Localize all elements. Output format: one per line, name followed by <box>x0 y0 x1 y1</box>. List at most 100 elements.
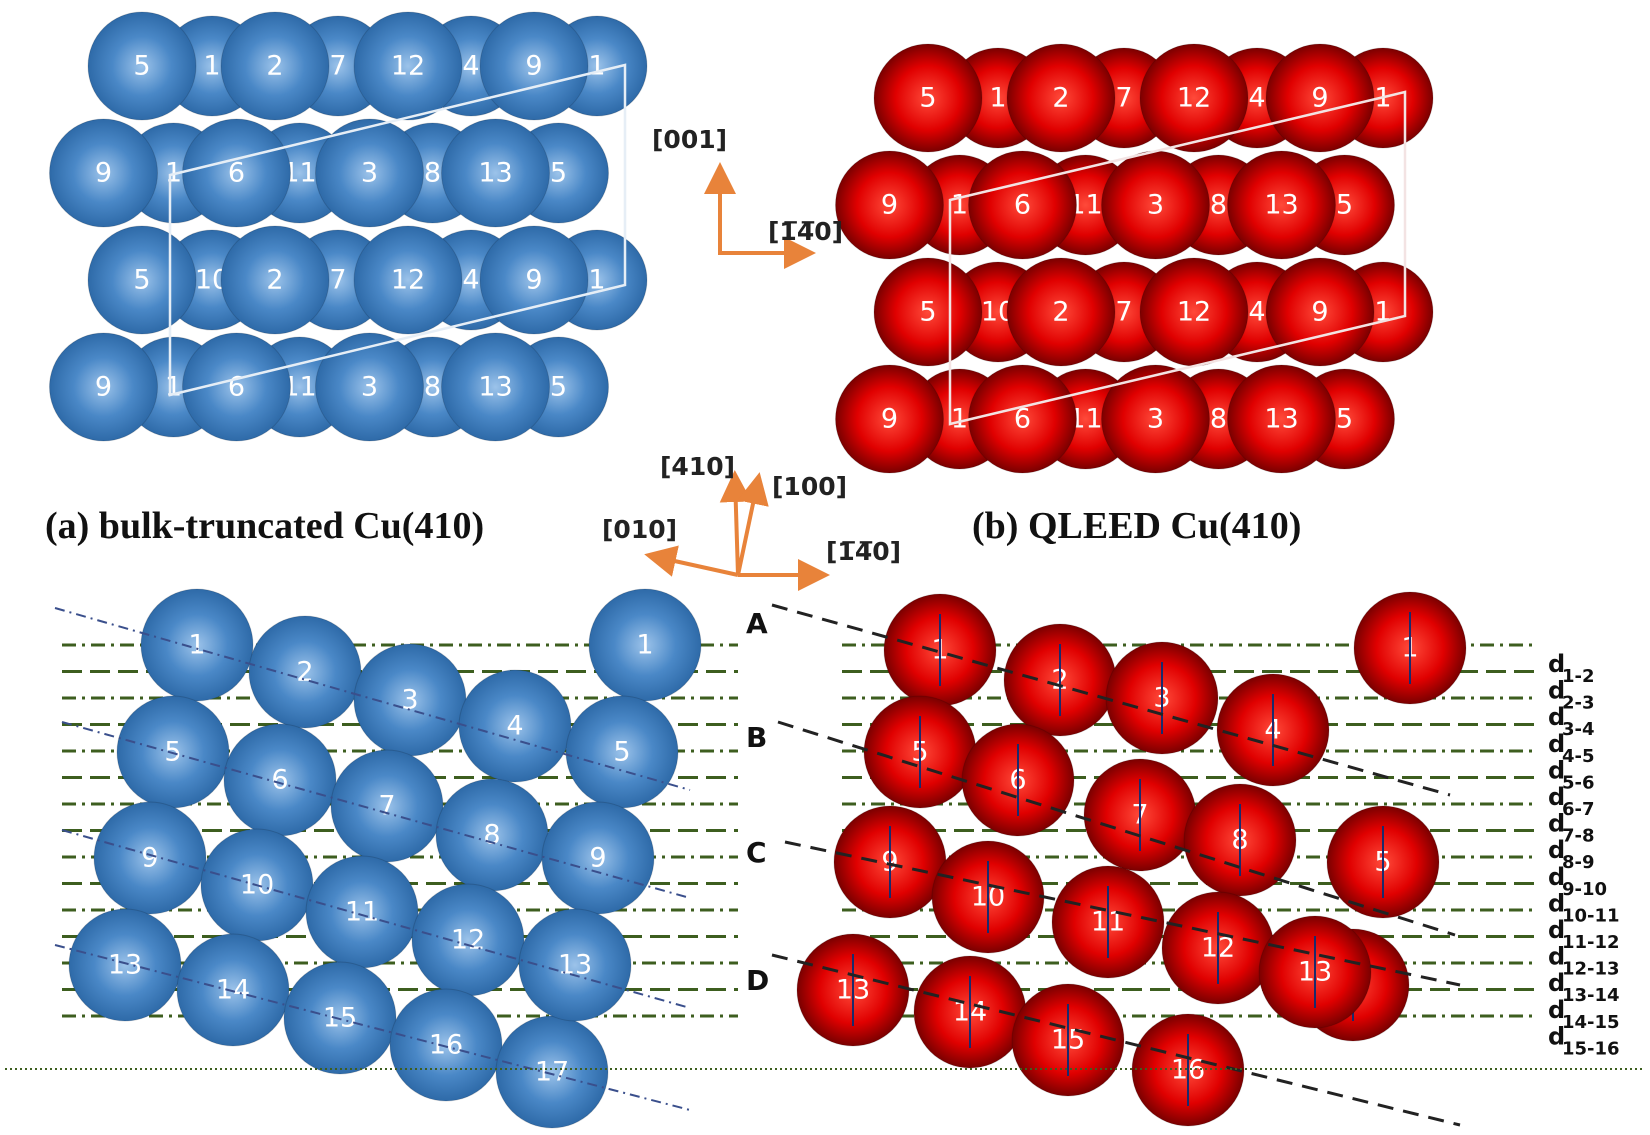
bulk-side-atom-9: 9 <box>93 801 207 915</box>
atom-number: 5 <box>133 265 150 296</box>
spacing-label-sub: 10-11 <box>1562 905 1620 926</box>
bulk-side-atom-1: 1 <box>140 588 254 702</box>
bulk-step-line <box>61 829 691 1009</box>
top-atom-6: 6 <box>968 150 1077 260</box>
spacing-label: d <box>1548 677 1565 705</box>
top-atom-9: 9 <box>49 118 158 228</box>
atom-sphere <box>1006 43 1116 153</box>
qleed-unit-cell <box>948 90 1407 426</box>
atom-number: 9 <box>141 843 158 874</box>
atom-number: 2 <box>266 265 283 296</box>
bulk-side-atom-17: 17 <box>495 1015 609 1129</box>
spacing-label: d <box>1548 943 1565 971</box>
bulk-side-atom-5: 5 <box>565 695 679 809</box>
row-label-d: D <box>746 964 769 997</box>
atom-sphere <box>220 225 330 335</box>
atom-sphere <box>182 332 291 442</box>
atom-number: 5 <box>613 737 630 768</box>
spacing-label: d <box>1548 969 1565 997</box>
atom-number: 9 <box>1311 297 1328 328</box>
spacing-label: d <box>1548 1022 1565 1050</box>
spacing-label: d <box>1548 863 1565 891</box>
top-atom-5: 5 <box>87 11 197 121</box>
bulk-side-atom-13: 13 <box>68 908 182 1022</box>
top-atom-6: 6 <box>182 332 291 442</box>
top-atom-9: 9 <box>835 364 944 474</box>
atom-number: 5 <box>550 158 567 189</box>
top-axes: [001] [1̅4̅0] <box>652 125 843 269</box>
atom-number: 5 <box>1336 404 1353 435</box>
interlayer-spacing-labels: d1-2d2-3d3-4d4-5d5-6d6-7d7-8d8-9d9-10d10… <box>1548 650 1620 1059</box>
atom-number: 1 <box>588 265 605 296</box>
atom-number: 5 <box>1336 190 1353 221</box>
top-atom-12: 12 <box>1139 257 1249 367</box>
atom-number: 8 <box>1210 190 1227 221</box>
bulk-side-atom-11: 11 <box>305 855 419 969</box>
atom-number: 2 <box>296 657 313 688</box>
top-atom-5: 5 <box>87 225 197 335</box>
bulk-side-atom-9: 9 <box>541 801 655 915</box>
bulk-side-atom-8: 8 <box>435 778 549 892</box>
atom-number: 7 <box>378 791 395 822</box>
atom-number: 3 <box>361 372 378 403</box>
atom-number: 13 <box>1264 190 1298 221</box>
atom-sphere <box>441 118 550 228</box>
atom-number: 4 <box>1248 297 1265 328</box>
atom-number: 14 <box>216 975 250 1006</box>
top-atom-5: 5 <box>873 43 983 153</box>
atom-number: 9 <box>589 843 606 874</box>
atom-number: 7 <box>329 265 346 296</box>
row-label-c: C <box>746 836 767 869</box>
atom-number: 9 <box>881 404 898 435</box>
top-atom-13: 13 <box>441 332 550 442</box>
top-atom-13: 13 <box>441 118 550 228</box>
atom-number: 12 <box>391 265 425 296</box>
spacing-label: d <box>1548 996 1565 1024</box>
atom-sphere <box>389 988 503 1102</box>
atom-number: 8 <box>424 158 441 189</box>
atom-number: 2 <box>1052 83 1069 114</box>
row-label-a: A <box>746 607 768 640</box>
atom-sphere <box>353 11 463 121</box>
atom-number: 13 <box>478 372 512 403</box>
spacing-label: d <box>1548 650 1565 678</box>
atom-sphere <box>176 933 290 1047</box>
atom-number: 4 <box>1248 83 1265 114</box>
bulk-side-atom-4: 4 <box>458 669 572 783</box>
atom-number: 1 <box>203 51 220 82</box>
atom-number: 2 <box>266 51 283 82</box>
spacing-label-sub: 3-4 <box>1562 719 1595 740</box>
atom-number: 6 <box>228 158 245 189</box>
atom-number: 12 <box>1177 297 1211 328</box>
atom-number: 3 <box>361 158 378 189</box>
bulk-side-atom-3: 3 <box>353 643 467 757</box>
bulk-unit-cell <box>168 63 627 397</box>
atom-number: 9 <box>95 372 112 403</box>
top-atom-9: 9 <box>1265 43 1375 153</box>
atom-sphere <box>835 364 944 474</box>
bulk-side-atom-12: 12 <box>411 883 525 997</box>
atom-number: 4 <box>506 711 523 742</box>
caption-qleed: (b) QLEED Cu(410) <box>972 505 1301 547</box>
atom-number: 7 <box>1115 297 1132 328</box>
atom-sphere <box>1227 364 1336 474</box>
axis-100-arrow <box>736 472 769 576</box>
spacing-label: d <box>1548 810 1565 838</box>
spacing-label-sub: 14-15 <box>1562 1012 1620 1033</box>
atom-sphere <box>873 43 983 153</box>
bulk-step-line <box>61 721 691 899</box>
spacing-label-sub: 4-5 <box>1562 746 1595 767</box>
caption-bulk: (a) bulk-truncated Cu(410) <box>45 505 484 547</box>
axis-410-label: [410] <box>660 452 735 481</box>
atom-number: 3 <box>401 685 418 716</box>
spacing-label: d <box>1548 836 1565 864</box>
atom-number: 3 <box>1147 190 1164 221</box>
spacing-label-sub: 15-16 <box>1562 1038 1620 1059</box>
axis-100-label: [100] <box>772 472 847 501</box>
atom-number: 9 <box>95 158 112 189</box>
atom-number: 1 <box>951 190 968 221</box>
atom-number: 7 <box>329 51 346 82</box>
atom-number: 1 <box>989 83 1006 114</box>
top-atom-2: 2 <box>220 11 330 121</box>
atom-number: 4 <box>462 51 479 82</box>
